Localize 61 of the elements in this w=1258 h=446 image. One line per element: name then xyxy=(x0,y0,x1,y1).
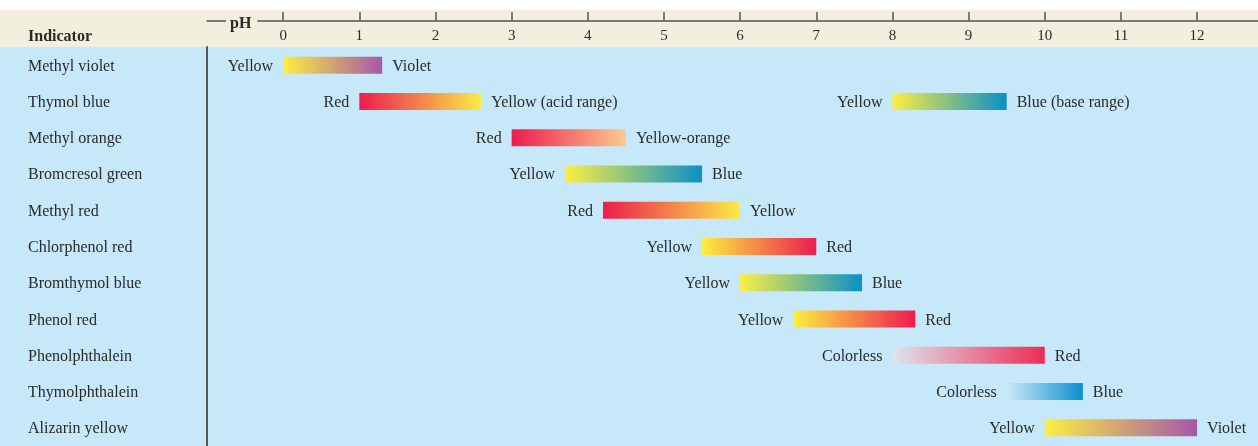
bar xyxy=(702,238,817,255)
x-tick-label: 6 xyxy=(736,26,745,43)
x-tick-label: 1 xyxy=(355,26,364,43)
x-tick-label: 4 xyxy=(584,26,593,43)
annotation: Red xyxy=(1054,346,1081,364)
y-tick-label: Alizarin yellow xyxy=(28,419,129,438)
y-tick-label: Methyl red xyxy=(28,201,99,220)
annotation: Yellow xyxy=(750,201,797,219)
annotation: Red xyxy=(475,129,502,147)
bar xyxy=(283,56,383,74)
bar xyxy=(793,310,916,328)
annotation: Yellow-orange xyxy=(635,129,731,148)
annotation: Blue xyxy=(871,274,903,292)
y-tick-label: Thymolphthalein xyxy=(28,383,139,402)
y-tick-label: Methyl orange xyxy=(28,129,122,148)
annotation: Blue xyxy=(712,165,743,183)
bar xyxy=(359,92,482,110)
bar xyxy=(564,165,703,183)
x-tick-label: 12 xyxy=(1189,26,1205,43)
annotation: Yellow xyxy=(737,310,784,328)
bar xyxy=(511,129,626,147)
bar xyxy=(740,274,862,292)
annotation: Violet xyxy=(1207,419,1247,437)
annotation: Colorless xyxy=(936,383,997,401)
annotation: Yellow xyxy=(989,419,1036,437)
annotation: Red xyxy=(925,310,952,328)
y-tick-label: Phenol red xyxy=(28,310,97,328)
x-tick-label: 10 xyxy=(1037,26,1053,43)
annotation: Colorless xyxy=(821,346,883,364)
x-tick-label: 5 xyxy=(660,26,668,43)
x-tick-label: 7 xyxy=(812,26,821,43)
x-tick-label: 8 xyxy=(888,26,897,43)
x-tick-label: 3 xyxy=(507,26,516,43)
annotation: Yellow (acid range) xyxy=(491,92,618,111)
annotation: Yellow xyxy=(684,274,731,292)
y-tick-label: Chlorphenol red xyxy=(28,238,133,256)
bar xyxy=(603,201,741,219)
annotation: Violet xyxy=(392,56,432,74)
annotation: Yellow xyxy=(646,238,693,255)
bar xyxy=(892,346,1045,364)
bar xyxy=(892,92,1007,110)
y-tick-label: Bromcresol green xyxy=(28,165,143,184)
x-tick-label: 0 xyxy=(279,26,287,43)
bar xyxy=(1044,419,1198,437)
annotation: Blue (base range) xyxy=(1016,92,1130,111)
annotation: Red xyxy=(826,238,853,255)
y-tick-label: Bromthymol blue xyxy=(28,274,142,293)
x-axis-title: pH xyxy=(230,13,252,32)
y-tick-label: Methyl violet xyxy=(28,56,116,75)
annotation: Blue xyxy=(1092,383,1124,401)
annotation: Yellow xyxy=(509,165,556,183)
y-tick-label: Phenolphthalein xyxy=(28,346,132,365)
annotation: Red xyxy=(323,92,350,110)
annotation: Yellow xyxy=(836,92,883,110)
x-tick-label: 9 xyxy=(964,26,973,43)
x-tick-label: 2 xyxy=(431,26,440,43)
annotation: Yellow xyxy=(227,56,274,74)
x-tick-label: 11 xyxy=(1113,26,1129,43)
annotation: Red xyxy=(567,201,594,219)
y-axis-title: Indicator xyxy=(28,26,92,44)
y-tick-label: Thymol blue xyxy=(28,92,111,111)
